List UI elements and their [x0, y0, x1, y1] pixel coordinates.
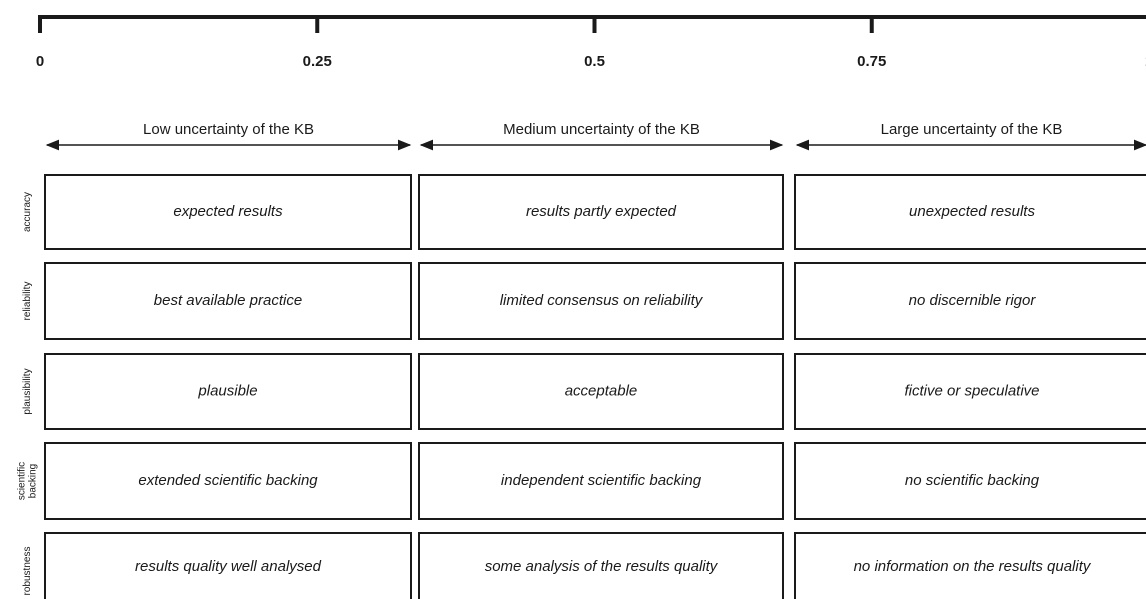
cell-text: plausible	[197, 382, 257, 399]
row-label-line: accuracy	[22, 192, 33, 232]
cell-box	[794, 442, 1146, 520]
cell-text: acceptable	[565, 382, 638, 399]
scale-tick-label: 0.75	[857, 53, 886, 70]
cell-text: expected results	[173, 203, 283, 220]
cell-text: results partly expected	[526, 203, 677, 220]
cell-box	[794, 262, 1146, 340]
cell-box	[418, 174, 784, 250]
row-label-line: plausibility	[22, 368, 33, 414]
row-label-line: scientific	[16, 462, 27, 500]
row-label: scientificbacking	[16, 462, 38, 500]
cell-box	[418, 442, 784, 520]
cell-box	[418, 353, 784, 430]
cell-box	[44, 174, 412, 250]
cell-text: independent scientific backing	[501, 472, 702, 489]
row-label: plausibility	[22, 368, 33, 414]
row-label: reliability	[22, 282, 33, 321]
cell-text: some analysis of the results quality	[485, 558, 719, 575]
cell-box	[44, 262, 412, 340]
scale-tick-label: 0.25	[303, 53, 332, 70]
cell-text: unexpected results	[909, 203, 1035, 220]
cell-text: no information on the results quality	[854, 558, 1092, 575]
cell-text: extended scientific backing	[138, 472, 318, 489]
row-label: accuracy	[22, 192, 33, 232]
cell-box	[44, 353, 412, 430]
cell-box	[794, 532, 1146, 599]
row-label-line: reliability	[22, 282, 33, 321]
cell-text: no discernible rigor	[909, 292, 1037, 309]
cell-box	[794, 174, 1146, 250]
cell-text: no scientific backing	[905, 472, 1040, 489]
cell-text: best available practice	[154, 292, 302, 309]
column-header: Low uncertainty of the KB	[143, 121, 314, 138]
scale-tick-label: 1	[1145, 53, 1146, 70]
cell-box	[418, 532, 784, 599]
cell-text: fictive or speculative	[904, 382, 1039, 399]
cell-text: limited consensus on reliability	[500, 292, 704, 309]
cell-box	[418, 262, 784, 340]
row-label-line: backing	[27, 464, 38, 498]
row-label-line: robustness	[22, 547, 33, 596]
cell-box	[44, 532, 412, 599]
cell-box	[794, 353, 1146, 430]
column-header: Medium uncertainty of the KB	[503, 121, 700, 138]
column-header: Large uncertainty of the KB	[881, 121, 1063, 138]
scale-tick-label: 0.5	[584, 53, 605, 70]
row-label: robustness	[22, 547, 33, 596]
cell-box	[44, 442, 412, 520]
cell-text: results quality well analysed	[135, 558, 322, 575]
scale-tick-label: 0	[36, 53, 44, 70]
